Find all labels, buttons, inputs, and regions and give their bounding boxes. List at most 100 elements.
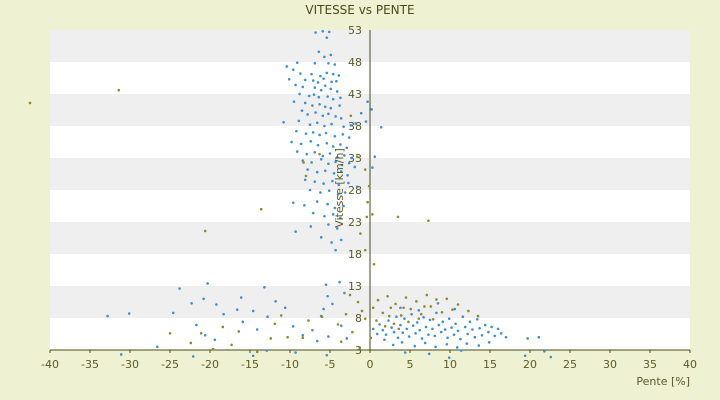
data-point xyxy=(241,320,245,324)
data-point xyxy=(403,317,406,320)
data-point xyxy=(504,335,508,339)
data-point xyxy=(313,61,317,65)
data-point xyxy=(298,92,301,96)
data-point xyxy=(338,104,341,107)
data-point xyxy=(476,314,480,318)
data-point xyxy=(407,320,410,324)
data-point xyxy=(346,173,349,177)
data-point xyxy=(392,322,396,326)
data-point xyxy=(348,293,352,297)
data-point xyxy=(490,325,493,329)
data-point xyxy=(386,294,389,298)
data-point xyxy=(307,319,310,322)
data-point xyxy=(279,314,283,317)
data-point xyxy=(543,349,546,353)
data-point xyxy=(117,88,121,92)
data-point xyxy=(414,332,417,335)
data-point xyxy=(456,303,460,306)
data-point xyxy=(445,342,449,346)
data-point xyxy=(285,65,289,68)
data-point xyxy=(384,333,388,336)
data-point xyxy=(381,328,385,332)
data-point xyxy=(119,353,123,356)
data-point xyxy=(427,352,431,356)
data-point xyxy=(283,306,287,310)
data-point xyxy=(319,191,322,194)
data-point xyxy=(106,314,109,318)
data-point xyxy=(360,309,364,313)
data-point xyxy=(255,350,259,354)
y-tick-label: 53 xyxy=(348,24,362,37)
data-point xyxy=(333,134,337,138)
data-point xyxy=(330,122,333,126)
data-point xyxy=(390,326,393,329)
data-point xyxy=(337,183,341,187)
data-point xyxy=(315,121,319,125)
data-point xyxy=(295,150,299,153)
data-point xyxy=(299,72,302,75)
x-tick-label: -35 xyxy=(81,358,99,371)
data-point xyxy=(28,101,32,105)
data-point xyxy=(273,322,277,326)
data-point xyxy=(308,123,312,127)
data-point xyxy=(363,248,367,252)
data-point xyxy=(447,317,451,320)
data-point xyxy=(405,327,409,331)
y-tick-label: 43 xyxy=(348,88,362,101)
data-point xyxy=(255,328,259,331)
data-point xyxy=(335,227,339,230)
data-point xyxy=(318,152,321,156)
data-point xyxy=(323,84,327,87)
data-point xyxy=(309,225,313,228)
data-point xyxy=(456,329,460,333)
data-point xyxy=(367,184,371,188)
data-point xyxy=(410,312,413,316)
data-point xyxy=(471,328,474,331)
data-point xyxy=(468,320,472,324)
data-point xyxy=(399,306,402,310)
data-point xyxy=(355,155,359,159)
data-point xyxy=(237,330,241,333)
data-point xyxy=(347,136,351,139)
data-point xyxy=(333,206,337,210)
data-point xyxy=(337,74,341,77)
data-point xyxy=(487,341,491,344)
data-point xyxy=(313,86,317,89)
x-tick-label: 30 xyxy=(603,358,617,371)
data-point xyxy=(282,120,285,124)
data-point xyxy=(452,333,456,336)
data-point xyxy=(487,330,490,334)
data-point xyxy=(354,122,357,125)
data-point xyxy=(213,338,217,342)
data-point xyxy=(203,229,207,233)
data-point xyxy=(427,333,430,336)
data-point xyxy=(317,50,321,54)
data-point xyxy=(323,55,326,59)
data-point xyxy=(311,211,315,215)
y-tick-label: 38 xyxy=(348,120,362,133)
data-point xyxy=(334,160,337,164)
data-point xyxy=(461,315,465,319)
data-point xyxy=(437,323,441,327)
x-tick-label: -40 xyxy=(41,358,59,371)
x-tick-label: 10 xyxy=(443,358,457,371)
data-point xyxy=(359,232,362,235)
data-point xyxy=(440,310,444,314)
data-point xyxy=(373,155,377,159)
data-point xyxy=(434,345,437,349)
data-point xyxy=(202,297,205,301)
data-point xyxy=(325,36,329,39)
data-point xyxy=(379,125,383,129)
data-point xyxy=(339,340,343,343)
data-point xyxy=(383,338,386,342)
data-point xyxy=(341,133,345,136)
data-point xyxy=(339,117,343,120)
data-point xyxy=(327,189,331,192)
data-point xyxy=(334,248,337,252)
x-axis-title: Pente [%] xyxy=(636,375,690,388)
data-point xyxy=(413,344,417,348)
data-point xyxy=(333,63,337,66)
data-point xyxy=(395,315,398,319)
data-point xyxy=(396,215,400,219)
data-point xyxy=(429,305,433,308)
